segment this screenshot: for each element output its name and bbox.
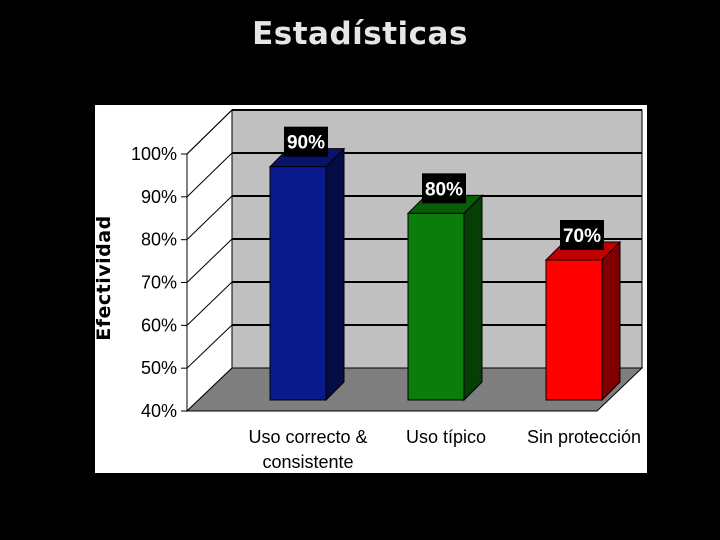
y-tick-label: 100%	[131, 144, 177, 164]
bar-chart: 40% 50% 60% 70% 80% 90% 100% 90% Uso correcto & c…	[131, 108, 644, 472]
y-tick-label: 70%	[141, 273, 177, 293]
bar	[269, 166, 327, 401]
gridline-side	[186, 238, 233, 283]
gridline-side	[186, 109, 233, 155]
gridline-side	[186, 195, 233, 241]
y-tick-label: 50%	[141, 358, 177, 378]
bar-side	[325, 147, 345, 402]
gridline-side	[186, 324, 233, 369]
y-tick-label: 60%	[141, 315, 177, 335]
data-label-bg	[422, 173, 466, 204]
data-label-bg	[560, 220, 604, 250]
slide-title: Estadísticas	[252, 16, 468, 52]
x-tick-label: Uso correcto &	[248, 427, 367, 447]
data-label: 90%	[287, 133, 325, 154]
y-tick-label: 90%	[141, 187, 177, 207]
bar-side	[601, 240, 621, 402]
x-tick-label: consistente	[262, 452, 353, 472]
bar	[407, 212, 465, 401]
y-tick-label: 80%	[141, 230, 177, 250]
data-label: 80%	[425, 179, 463, 200]
gridline-side	[186, 281, 233, 326]
data-label-bg	[284, 126, 328, 157]
x-tick-label: Sin protección	[527, 427, 641, 447]
y-axis-label: Efectividad	[93, 215, 115, 341]
chart-area: 40% 50% 60% 70% 80% 90% 100% 90% Uso correcto & c…	[95, 105, 647, 473]
y-tick-label: 40%	[141, 401, 177, 421]
gridline-side	[186, 152, 233, 198]
x-tick-label: Uso típico	[406, 427, 486, 447]
bar	[545, 259, 603, 401]
data-label: 70%	[563, 226, 601, 247]
bar-side	[463, 194, 483, 402]
